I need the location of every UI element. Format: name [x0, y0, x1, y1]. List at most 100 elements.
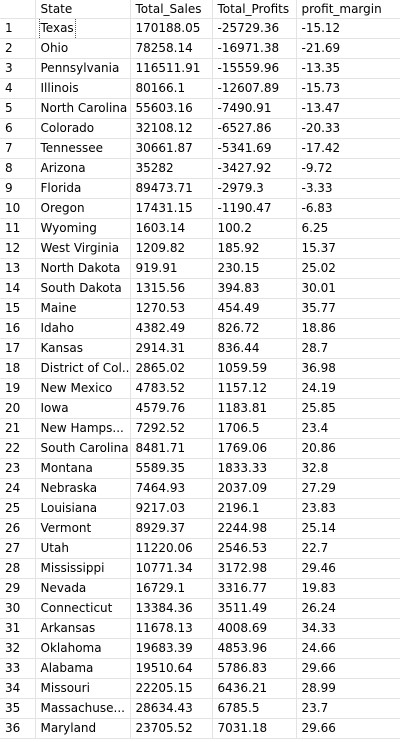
row-number[interactable]: 3	[0, 58, 36, 79]
cell-total-profits[interactable]: 100.2	[212, 218, 297, 239]
cell-total-sales[interactable]: 17431.15	[130, 198, 213, 219]
cell-total-sales[interactable]: 8481.71	[130, 438, 213, 459]
cell-profit-margin[interactable]: 36.98	[296, 358, 400, 379]
cell-state[interactable]: Oregon	[35, 198, 131, 219]
cell-total-profits[interactable]: 3511.49	[212, 598, 297, 619]
cell-profit-margin[interactable]: 19.83	[296, 578, 400, 599]
cell-total-sales[interactable]: 4783.52	[130, 378, 213, 399]
cell-profit-margin[interactable]: 6.25	[296, 218, 400, 239]
table-row[interactable]: 27 Utah 11220.06 2546.53 22.7	[0, 538, 400, 559]
row-number[interactable]: 20	[0, 398, 36, 419]
row-number[interactable]: 11	[0, 218, 36, 239]
cell-total-profits[interactable]: -16971.38	[212, 38, 297, 59]
cell-total-sales[interactable]: 89473.71	[130, 178, 213, 199]
row-number-header[interactable]	[0, 0, 36, 19]
cell-total-sales[interactable]: 8929.37	[130, 518, 213, 539]
cell-total-profits[interactable]: -5341.69	[212, 138, 297, 159]
cell-profit-margin[interactable]: -15.12	[296, 18, 400, 39]
cell-total-sales[interactable]: 7292.52	[130, 418, 213, 439]
table-row[interactable]: 2 Ohio 78258.14 -16971.38 -21.69	[0, 38, 400, 59]
cell-total-profits[interactable]: 1706.5	[212, 418, 297, 439]
table-row[interactable]: 7 Tennessee 30661.87 -5341.69 -17.42	[0, 138, 400, 159]
cell-total-profits[interactable]: -7490.91	[212, 98, 297, 119]
cell-state[interactable]: Maryland	[35, 718, 131, 739]
cell-total-profits[interactable]: 6785.5	[212, 698, 297, 719]
row-number[interactable]: 14	[0, 278, 36, 299]
cell-total-sales[interactable]: 23705.52	[130, 718, 213, 739]
row-number[interactable]: 30	[0, 598, 36, 619]
cell-profit-margin[interactable]: 29.46	[296, 558, 400, 579]
cell-state[interactable]: Arizona	[35, 158, 131, 179]
cell-profit-margin[interactable]: 34.33	[296, 618, 400, 639]
row-number[interactable]: 34	[0, 678, 36, 699]
cell-total-profits[interactable]: 2546.53	[212, 538, 297, 559]
row-number[interactable]: 24	[0, 478, 36, 499]
row-number[interactable]: 4	[0, 78, 36, 99]
row-number[interactable]: 17	[0, 338, 36, 359]
cell-total-profits[interactable]: 1059.59	[212, 358, 297, 379]
cell-state[interactable]: Louisiana	[35, 498, 131, 519]
table-row[interactable]: 11 Wyoming 1603.14 100.2 6.25	[0, 218, 400, 239]
table-row[interactable]: 23 Montana 5589.35 1833.33 32.8	[0, 458, 400, 479]
table-row[interactable]: 13 North Dakota 919.91 230.15 25.02	[0, 258, 400, 279]
cell-profit-margin[interactable]: -17.42	[296, 138, 400, 159]
cell-total-sales[interactable]: 9217.03	[130, 498, 213, 519]
cell-total-profits[interactable]: 394.83	[212, 278, 297, 299]
cell-total-profits[interactable]: -1190.47	[212, 198, 297, 219]
table-row[interactable]: 12 West Virginia 1209.82 185.92 15.37	[0, 238, 400, 259]
cell-profit-margin[interactable]: -9.72	[296, 158, 400, 179]
cell-state[interactable]: West Virginia	[35, 238, 131, 259]
column-header-total-sales[interactable]: Total_Sales	[130, 0, 213, 19]
table-row[interactable]: 19 New Mexico 4783.52 1157.12 24.19	[0, 378, 400, 399]
cell-total-profits[interactable]: 2244.98	[212, 518, 297, 539]
cell-state[interactable]: Colorado	[35, 118, 131, 139]
cell-total-profits[interactable]: 185.92	[212, 238, 297, 259]
cell-total-sales[interactable]: 13384.36	[130, 598, 213, 619]
table-row[interactable]: 36 Maryland 23705.52 7031.18 29.66	[0, 718, 400, 739]
cell-total-sales[interactable]: 10771.34	[130, 558, 213, 579]
cell-total-profits[interactable]: 3316.77	[212, 578, 297, 599]
cell-total-profits[interactable]: 1769.06	[212, 438, 297, 459]
table-row[interactable]: 35 Massachuse... 28634.43 6785.5 23.7	[0, 698, 400, 719]
cell-profit-margin[interactable]: 25.85	[296, 398, 400, 419]
table-row[interactable]: 15 Maine 1270.53 454.49 35.77	[0, 298, 400, 319]
column-header-profit-margin[interactable]: profit_margin	[296, 0, 400, 19]
cell-total-sales[interactable]: 22205.15	[130, 678, 213, 699]
cell-total-sales[interactable]: 19683.39	[130, 638, 213, 659]
cell-total-profits[interactable]: 1157.12	[212, 378, 297, 399]
cell-profit-margin[interactable]: -21.69	[296, 38, 400, 59]
cell-total-sales[interactable]: 78258.14	[130, 38, 213, 59]
row-number[interactable]: 6	[0, 118, 36, 139]
table-row[interactable]: 4 Illinois 80166.1 -12607.89 -15.73	[0, 78, 400, 99]
table-row[interactable]: 10 Oregon 17431.15 -1190.47 -6.83	[0, 198, 400, 219]
table-row[interactable]: 28 Mississippi 10771.34 3172.98 29.46	[0, 558, 400, 579]
cell-total-sales[interactable]: 170188.05	[130, 18, 213, 39]
cell-total-sales[interactable]: 1315.56	[130, 278, 213, 299]
cell-state[interactable]: Wyoming	[35, 218, 131, 239]
cell-total-profits[interactable]: -2979.3	[212, 178, 297, 199]
row-number[interactable]: 1	[0, 18, 36, 39]
cell-state[interactable]: South Dakota	[35, 278, 131, 299]
cell-total-profits[interactable]: 5786.83	[212, 658, 297, 679]
table-row[interactable]: 8 Arizona 35282 -3427.92 -9.72	[0, 158, 400, 179]
cell-total-profits[interactable]: -3427.92	[212, 158, 297, 179]
cell-state[interactable]: Pennsylvania	[35, 58, 131, 79]
cell-state[interactable]: Connecticut	[35, 598, 131, 619]
row-number[interactable]: 22	[0, 438, 36, 459]
cell-profit-margin[interactable]: 22.7	[296, 538, 400, 559]
cell-total-sales[interactable]: 7464.93	[130, 478, 213, 499]
cell-profit-margin[interactable]: 20.86	[296, 438, 400, 459]
cell-total-profits[interactable]: -25729.36	[212, 18, 297, 39]
table-row[interactable]: 5 North Carolina 55603.16 -7490.91 -13.47	[0, 98, 400, 119]
cell-state[interactable]: Iowa	[35, 398, 131, 419]
table-row[interactable]: 30 Connecticut 13384.36 3511.49 26.24	[0, 598, 400, 619]
cell-total-sales[interactable]: 28634.43	[130, 698, 213, 719]
cell-total-profits[interactable]: -12607.89	[212, 78, 297, 99]
row-number[interactable]: 2	[0, 38, 36, 59]
table-row[interactable]: 21 New Hamps... 7292.52 1706.5 23.4	[0, 418, 400, 439]
cell-total-sales[interactable]: 919.91	[130, 258, 213, 279]
row-number[interactable]: 7	[0, 138, 36, 159]
table-row[interactable]: 29 Nevada 16729.1 3316.77 19.83	[0, 578, 400, 599]
cell-state[interactable]: Missouri	[35, 678, 131, 699]
